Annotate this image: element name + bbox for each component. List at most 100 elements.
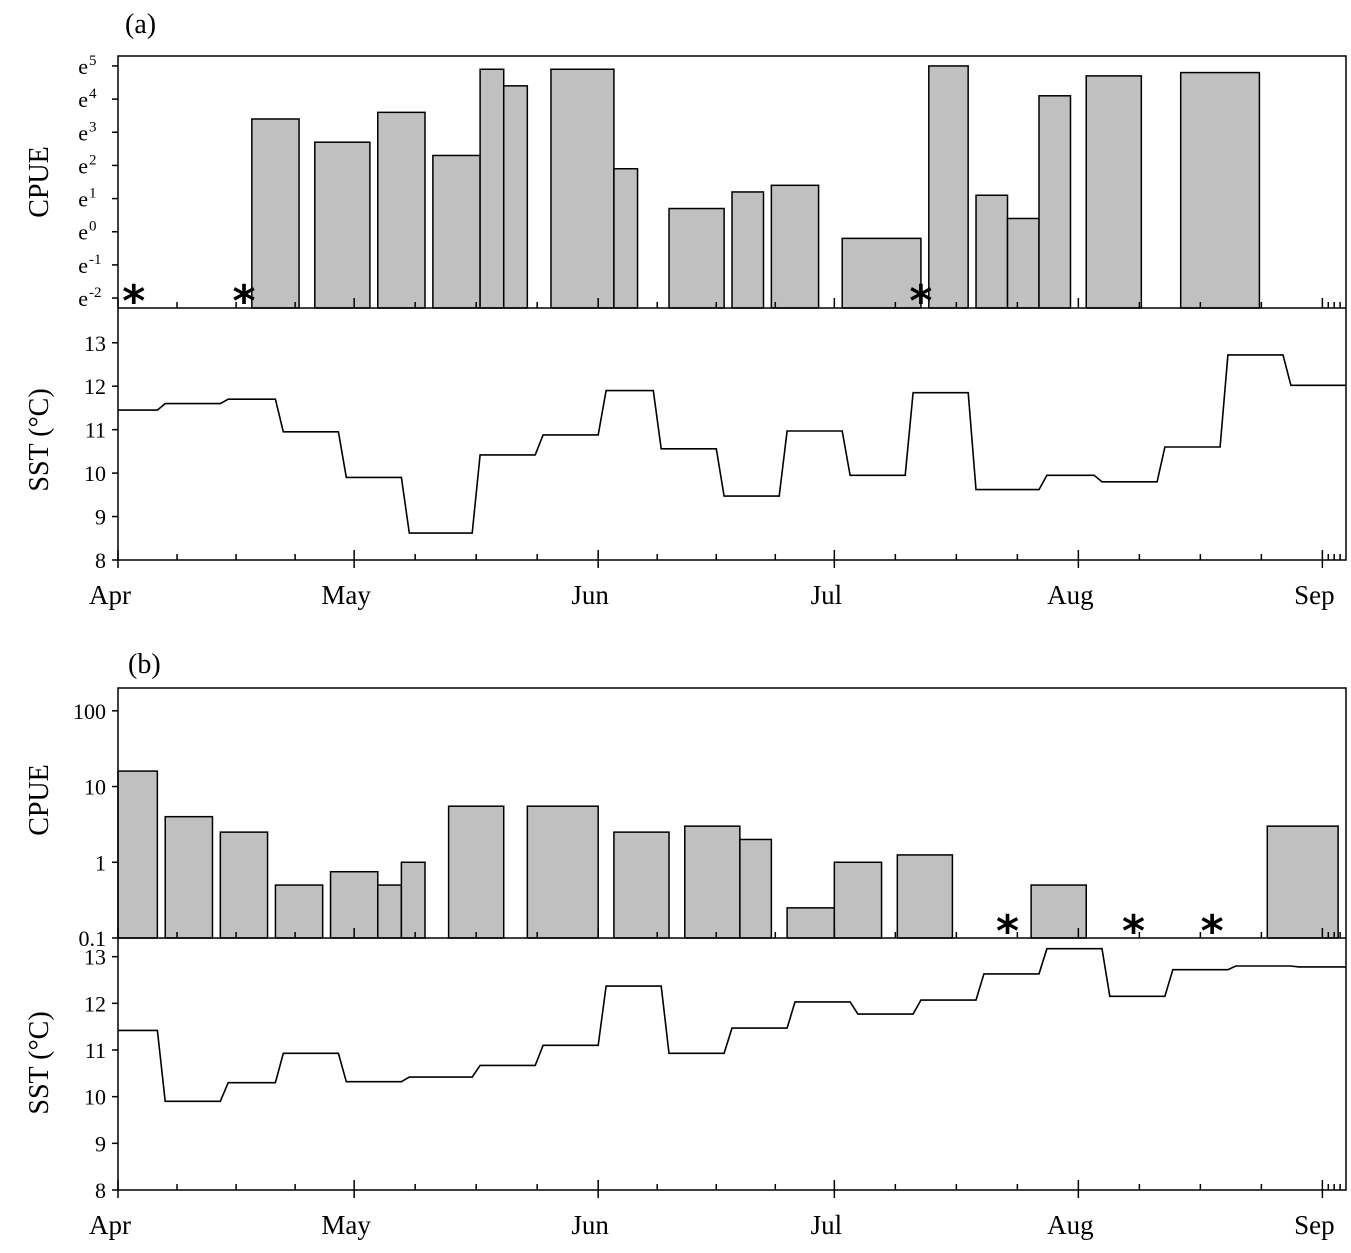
sst-ytick-label: 10 [84, 1085, 106, 1110]
sst-ytick-label: 12 [84, 374, 106, 399]
cpue-bar [928, 65, 969, 309]
cpue-ytick-label: e [78, 286, 88, 311]
panel-b-sst-ylabel: SST (°C) [24, 1011, 55, 1114]
cpue-bar [1030, 884, 1087, 939]
panel-b-cpue-ylabel: CPUE [24, 764, 55, 836]
cpue-bar [219, 831, 269, 939]
cpue-frame [117, 687, 1347, 938]
month-label: Jun [571, 1210, 609, 1240]
cpue-bar [1179, 71, 1261, 309]
sst-ytick-label: 8 [95, 1178, 106, 1203]
zero-catch-marker: * [1122, 906, 1145, 957]
sst-ytick-label: 13 [84, 945, 106, 970]
zero-catch-marker: * [122, 276, 145, 327]
zero-catch-marker: * [996, 906, 1019, 957]
cpue-bar [377, 111, 426, 309]
month-label: Apr [89, 580, 131, 610]
month-label: Apr [89, 1210, 131, 1240]
cpue-bar [786, 907, 836, 939]
cpue-ytick-label: 10 [84, 775, 106, 800]
cpue-ytick-exponent: 2 [89, 152, 97, 168]
cpue-ytick-label: 0.1 [79, 926, 107, 951]
cpue-bar [731, 191, 765, 309]
panel-b-label: (b) [128, 649, 161, 680]
zero-catch-marker: * [232, 276, 255, 327]
cpue-bar [833, 861, 883, 939]
cpue-bar [668, 207, 725, 309]
month-label: Jun [571, 580, 609, 610]
sst-frame [117, 938, 1347, 1191]
cpue-ytick-exponent: 0 [89, 219, 97, 235]
month-label: May [321, 1210, 371, 1240]
month-label: May [321, 580, 371, 610]
cpue-ytick-exponent: -2 [89, 285, 102, 301]
cpue-bar [841, 237, 922, 309]
cpue-ytick-label: e [78, 120, 88, 145]
panel-b-sst-plot: 8 9 10 11 12 13 Apr May Jun Jul Aug Sep [84, 938, 1347, 1240]
sst-ytick-label: 11 [85, 1038, 106, 1063]
month-label: Aug [1047, 580, 1094, 610]
zero-catch-marker: * [909, 276, 932, 327]
cpue-bar [684, 825, 741, 939]
cpue-bar [739, 838, 773, 939]
cpue-ytick-label: 100 [73, 699, 106, 724]
sst-series-line [118, 947, 1346, 1103]
panel-a-sst-plot: 8 9 10 11 12 13 Apr May Jun Jul Aug Sep [84, 308, 1347, 610]
panel-a-sst-ylabel: SST (°C) [24, 388, 55, 491]
cpue-bar [526, 805, 599, 939]
month-label: Sep [1294, 580, 1335, 610]
cpue-bar [377, 884, 403, 939]
cpue-bar [274, 884, 324, 939]
cpue-bar [975, 194, 1009, 309]
cpue-ytick-label: e [78, 187, 88, 212]
month-label: Aug [1047, 1210, 1094, 1240]
cpue-bar [164, 815, 214, 939]
sst-ytick-label: 9 [95, 1131, 106, 1156]
cpue-ytick-exponent: 5 [89, 53, 97, 69]
sst-ytick-label: 12 [84, 991, 106, 1016]
cpue-bar [1038, 95, 1072, 309]
cpue-bar [314, 141, 371, 309]
sst-ytick-label: 11 [85, 418, 106, 443]
cpue-ytick-label: e [78, 153, 88, 178]
panel-b: (b) CPUE SST (°C) * * * 0.1 1 10 100 8 9 10 11 12 1… [24, 649, 1347, 1240]
cpue-bar [550, 68, 615, 309]
sst-ytick-label: 13 [84, 331, 106, 356]
month-label: Sep [1294, 1210, 1335, 1240]
cpue-bar [432, 154, 481, 309]
cpue-ytick-exponent: -1 [89, 252, 102, 268]
panel-b-cpue-plot: * * * 0.1 1 10 100 [73, 687, 1347, 957]
cpue-ytick-label: 1 [95, 850, 106, 875]
cpue-bar [251, 118, 300, 309]
cpue-bar [117, 770, 159, 939]
cpue-ytick-label: e [78, 87, 88, 112]
cpue-bar [613, 167, 639, 309]
cpue-bar [479, 68, 505, 309]
sst-ytick-label: 8 [95, 548, 106, 573]
cpue-bar [1266, 825, 1339, 939]
cpue-bar [770, 184, 820, 309]
panel-a: (a) CPUE SST (°C) * * *e -2e -1e 0e 1e 2e 3e 4e 5 … [24, 9, 1347, 610]
cpue-bar [400, 861, 426, 939]
panel-a-label: (a) [125, 9, 156, 40]
sst-frame [117, 308, 1347, 561]
cpue-ytick-label: e [78, 54, 88, 79]
month-label: Jul [811, 1210, 843, 1240]
cpue-bar [896, 854, 954, 939]
panel-a-cpue-plot: * * *e -2e -1e 0e 1e 2e 3e 4e 5 [78, 53, 1347, 327]
cpue-ytick-label: e [78, 220, 88, 245]
cpue-bar [502, 85, 529, 309]
cpue-bar [1006, 217, 1040, 309]
cpue-ytick-label: e [78, 253, 88, 278]
sst-ytick-label: 10 [84, 461, 106, 486]
cpue-bar [613, 831, 670, 939]
month-label: Jul [811, 580, 843, 610]
cpue-ytick-exponent: 4 [89, 86, 97, 102]
sst-series-line [118, 354, 1346, 534]
panel-a-cpue-ylabel: CPUE [24, 146, 55, 218]
cpue-frame [117, 55, 1347, 308]
zero-catch-marker: * [1201, 906, 1224, 957]
cpue-ytick-exponent: 1 [89, 186, 97, 202]
cpue-ytick-exponent: 3 [89, 119, 97, 135]
